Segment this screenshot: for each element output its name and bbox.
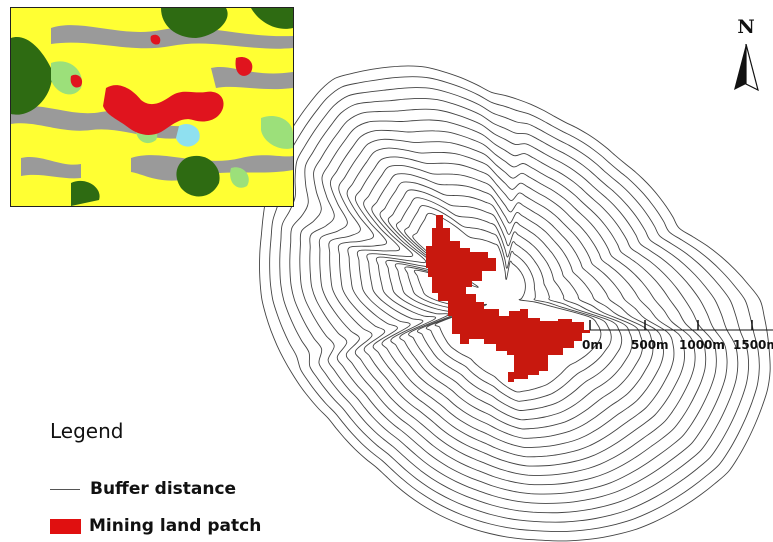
scale-label-1000m: 1000m <box>679 338 725 352</box>
buffer-ring <box>337 147 685 467</box>
buffer-line-symbol <box>50 488 80 490</box>
legend-item-mining-land: Mining land patch <box>50 516 261 536</box>
buffer-ring <box>375 181 643 430</box>
buffer-ring <box>259 65 771 542</box>
north-arrow-icon <box>734 44 759 92</box>
buffer-ring <box>279 87 750 523</box>
north-arrow: N <box>728 16 764 94</box>
north-label: N <box>737 16 755 38</box>
mining-land-patch <box>426 215 590 382</box>
scale-label-0m: 0m <box>582 338 603 352</box>
legend-item-buffer-distance: Buffer distance <box>50 479 236 499</box>
mining-patch-swatch <box>50 518 81 534</box>
buffer-ring <box>318 129 707 486</box>
legend-label-buffer: Buffer distance <box>90 479 237 499</box>
buffer-ring <box>394 197 623 411</box>
legend-label-mining: Mining land patch <box>89 516 262 536</box>
buffer-ring <box>366 173 654 439</box>
buffer-ring <box>347 156 675 458</box>
land-use-inset-map <box>10 7 294 207</box>
buffer-ring <box>299 108 728 504</box>
buffer-ring <box>289 97 739 514</box>
buffer-ring <box>404 205 612 402</box>
buffer-ring <box>412 212 602 393</box>
buffer-ring <box>269 76 760 532</box>
buffer-ring <box>385 189 633 421</box>
buffer-rings <box>259 65 771 542</box>
scale-bar <box>589 320 773 331</box>
buffer-ring <box>309 119 717 495</box>
legend-title: Legend <box>50 419 124 443</box>
buffer-ring <box>356 164 664 448</box>
scale-label-1500m: 1500m <box>733 338 773 352</box>
scale-label-500m: 500m <box>631 338 669 352</box>
buffer-ring <box>328 138 696 476</box>
